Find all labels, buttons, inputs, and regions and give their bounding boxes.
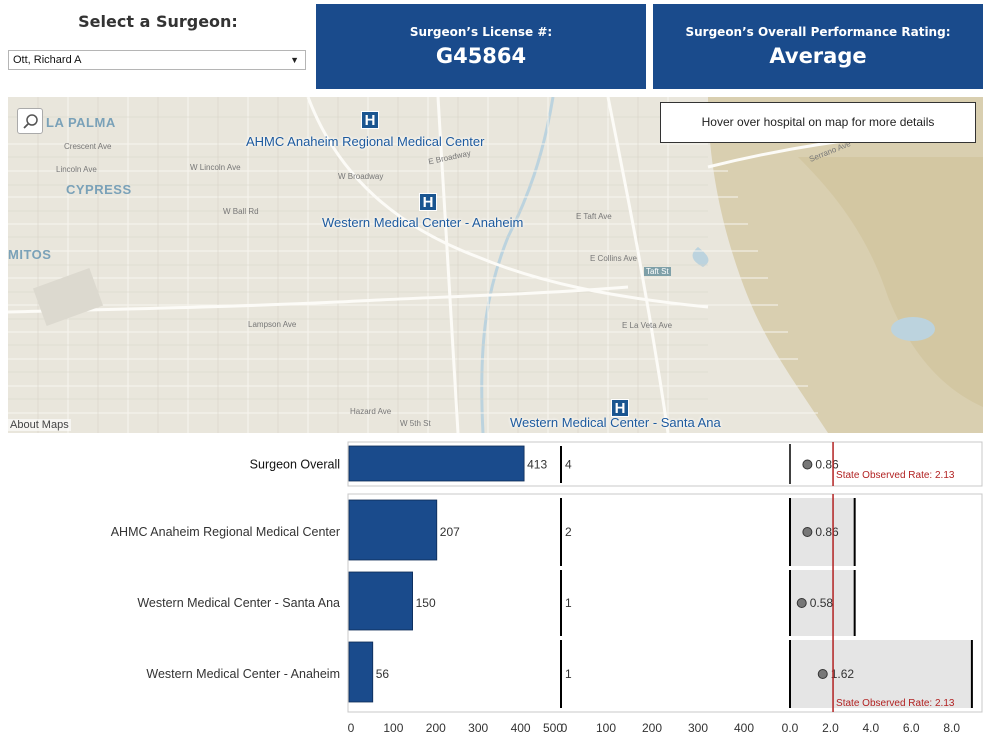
street-label: W Broadway: [338, 172, 384, 181]
hospital-label: AHMC Anaheim Regional Medical Center: [246, 134, 485, 149]
events-axis-tick: 100: [596, 721, 616, 735]
rating-card: Surgeon’s Overall Performance Rating: Av…: [653, 4, 983, 89]
hospital-row-label: AHMC Anaheim Regional Medical Center: [111, 525, 340, 539]
hospital-label: Western Medical Center - Anaheim: [322, 215, 524, 230]
license-value: G45864: [435, 44, 527, 68]
rate-value-label: 1.62: [831, 667, 855, 681]
rate-dot: [817, 669, 828, 679]
cases-axis-tick: 200: [426, 721, 446, 735]
events-bar: [560, 640, 562, 708]
events-bar: [560, 446, 562, 483]
events-axis-tick: 0: [561, 721, 568, 735]
street-label: Hazard Ave: [350, 407, 392, 416]
events-axis-tick: 300: [688, 721, 708, 735]
hospital-row-label: Western Medical Center - Anaheim: [146, 667, 340, 681]
place-label: CYPRESS: [66, 182, 132, 197]
cases-value-label: 56: [376, 667, 390, 681]
hospital-map[interactable]: LA PALMA CYPRESS MITOS Crescent Ave Linc…: [8, 97, 983, 433]
street-label: W 5th St: [400, 419, 431, 428]
events-bar: [560, 570, 562, 636]
events-value-label: 1: [565, 596, 572, 610]
hospital-icon: H: [422, 194, 434, 211]
cases-bar: [348, 445, 525, 482]
cases-value-label: 207: [440, 525, 460, 539]
hospital-marker[interactable]: H: [419, 193, 437, 211]
panel-frame: [347, 493, 983, 713]
rate-axis-tick: 2.0: [822, 721, 839, 735]
rate-axis-tick: 6.0: [903, 721, 920, 735]
surgeon-select-title: Select a Surgeon:: [78, 12, 238, 31]
rate-dot: [796, 598, 807, 608]
rate-axis-tick: 0.0: [782, 721, 799, 735]
place-label: MITOS: [8, 247, 52, 262]
surgeon-overall-label: Surgeon Overall: [250, 458, 340, 472]
about-maps-link[interactable]: About Maps: [8, 419, 71, 431]
cases-value-label: 413: [527, 458, 547, 472]
rate-dot: [802, 527, 813, 537]
cases-bar: [348, 499, 438, 561]
hospital-icon: H: [364, 112, 376, 129]
panel-frame: [347, 441, 983, 487]
chevron-down-icon: ▼: [290, 55, 299, 65]
street-label: Crescent Ave: [64, 142, 112, 151]
confidence-interval: [790, 498, 855, 566]
street-label: E Taft Ave: [576, 212, 612, 221]
license-label: Surgeon’s License #:: [409, 25, 553, 39]
street-label: W Lincoln Ave: [190, 163, 241, 172]
map-background: [8, 97, 983, 433]
cases-bar: [348, 641, 374, 703]
hospital-marker[interactable]: H: [611, 399, 629, 417]
cases-value-label: 150: [416, 596, 436, 610]
performance-chart: Surgeon Overall 413 4 0.86 AHMC Anaheim Regi…: [111, 441, 983, 735]
surgeon-dropdown-value: Ott, Richard A: [13, 54, 82, 66]
rate-axis-tick: 8.0: [943, 721, 960, 735]
cases-axis-tick: 100: [383, 721, 403, 735]
rate-axis-tick: 4.0: [862, 721, 879, 735]
state-rate-label: State Observed Rate: 2.13: [836, 698, 955, 709]
cases-bar: [348, 571, 413, 631]
events-value-label: 1: [565, 667, 572, 681]
rating-label: Surgeon’s Overall Performance Rating:: [685, 25, 951, 39]
street-label: E Collins Ave: [590, 254, 637, 263]
hospital-icon: H: [614, 400, 626, 417]
state-rate-label: State Observed Rate: 2.13: [836, 470, 955, 481]
events-axis-tick: 200: [642, 721, 662, 735]
rate-dot: [802, 459, 813, 470]
place-label: LA PALMA: [46, 115, 116, 130]
cases-axis-tick: 300: [468, 721, 488, 735]
hover-hint-box: Hover over hospital on map for more deta…: [660, 102, 976, 143]
street-label: Taft St: [644, 267, 671, 276]
events-value-label: 4: [565, 458, 572, 472]
events-value-label: 2: [565, 525, 572, 539]
events-axis-tick: 400: [734, 721, 754, 735]
street-label: E La Veta Ave: [622, 321, 673, 330]
hospital-row-label: Western Medical Center - Santa Ana: [137, 596, 340, 610]
street-label: Lincoln Ave: [56, 165, 97, 174]
hospital-marker[interactable]: H: [361, 111, 379, 129]
street-label: W Ball Rd: [223, 207, 259, 216]
street-label: Lampson Ave: [248, 320, 297, 329]
hospital-label: Western Medical Center - Santa Ana: [510, 415, 721, 430]
license-card: Surgeon’s License #: G45864: [316, 4, 646, 89]
cases-axis-tick: 400: [511, 721, 531, 735]
rate-value-label: 0.86: [815, 525, 839, 539]
cases-axis-tick: 0: [348, 721, 355, 735]
cases-axis-tick: 500: [543, 721, 563, 735]
map-search-button[interactable]: [17, 108, 43, 134]
search-icon: [23, 114, 38, 129]
surgeon-dropdown[interactable]: Ott, Richard A ▼: [8, 50, 306, 70]
events-bar: [560, 498, 562, 566]
rating-value: Average: [769, 44, 867, 68]
rate-value-label: 0.58: [810, 596, 834, 610]
